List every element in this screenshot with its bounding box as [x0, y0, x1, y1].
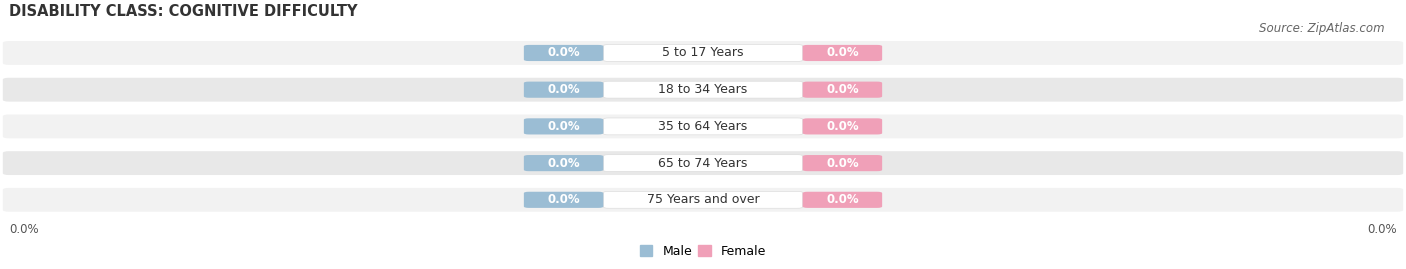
Text: 0.0%: 0.0%: [8, 222, 39, 236]
FancyBboxPatch shape: [524, 118, 603, 134]
FancyBboxPatch shape: [803, 45, 882, 61]
Text: 75 Years and over: 75 Years and over: [647, 193, 759, 206]
FancyBboxPatch shape: [803, 82, 882, 98]
Text: 0.0%: 0.0%: [547, 120, 579, 133]
FancyBboxPatch shape: [603, 118, 803, 135]
Text: 0.0%: 0.0%: [547, 83, 579, 96]
Text: 35 to 64 Years: 35 to 64 Years: [658, 120, 748, 133]
Text: 0.0%: 0.0%: [547, 157, 579, 170]
FancyBboxPatch shape: [524, 192, 603, 208]
FancyBboxPatch shape: [524, 82, 603, 98]
Text: 5 to 17 Years: 5 to 17 Years: [662, 47, 744, 59]
Text: Source: ZipAtlas.com: Source: ZipAtlas.com: [1260, 22, 1385, 34]
FancyBboxPatch shape: [603, 155, 803, 172]
FancyBboxPatch shape: [603, 45, 803, 61]
Text: 0.0%: 0.0%: [827, 193, 859, 206]
FancyBboxPatch shape: [3, 115, 1403, 138]
FancyBboxPatch shape: [3, 151, 1403, 175]
Text: DISABILITY CLASS: COGNITIVE DIFFICULTY: DISABILITY CLASS: COGNITIVE DIFFICULTY: [8, 4, 357, 19]
FancyBboxPatch shape: [524, 155, 603, 171]
FancyBboxPatch shape: [3, 41, 1403, 65]
Text: 0.0%: 0.0%: [827, 83, 859, 96]
Text: 18 to 34 Years: 18 to 34 Years: [658, 83, 748, 96]
Text: 65 to 74 Years: 65 to 74 Years: [658, 157, 748, 170]
FancyBboxPatch shape: [3, 188, 1403, 212]
FancyBboxPatch shape: [803, 118, 882, 134]
Text: 0.0%: 0.0%: [827, 47, 859, 59]
FancyBboxPatch shape: [603, 81, 803, 98]
FancyBboxPatch shape: [3, 78, 1403, 102]
Legend: Male, Female: Male, Female: [636, 240, 770, 263]
Text: 0.0%: 0.0%: [827, 157, 859, 170]
Text: 0.0%: 0.0%: [547, 47, 579, 59]
FancyBboxPatch shape: [803, 155, 882, 171]
FancyBboxPatch shape: [524, 45, 603, 61]
FancyBboxPatch shape: [803, 192, 882, 208]
Text: 0.0%: 0.0%: [827, 120, 859, 133]
FancyBboxPatch shape: [603, 191, 803, 208]
Text: 0.0%: 0.0%: [547, 193, 579, 206]
Text: 0.0%: 0.0%: [1367, 222, 1398, 236]
